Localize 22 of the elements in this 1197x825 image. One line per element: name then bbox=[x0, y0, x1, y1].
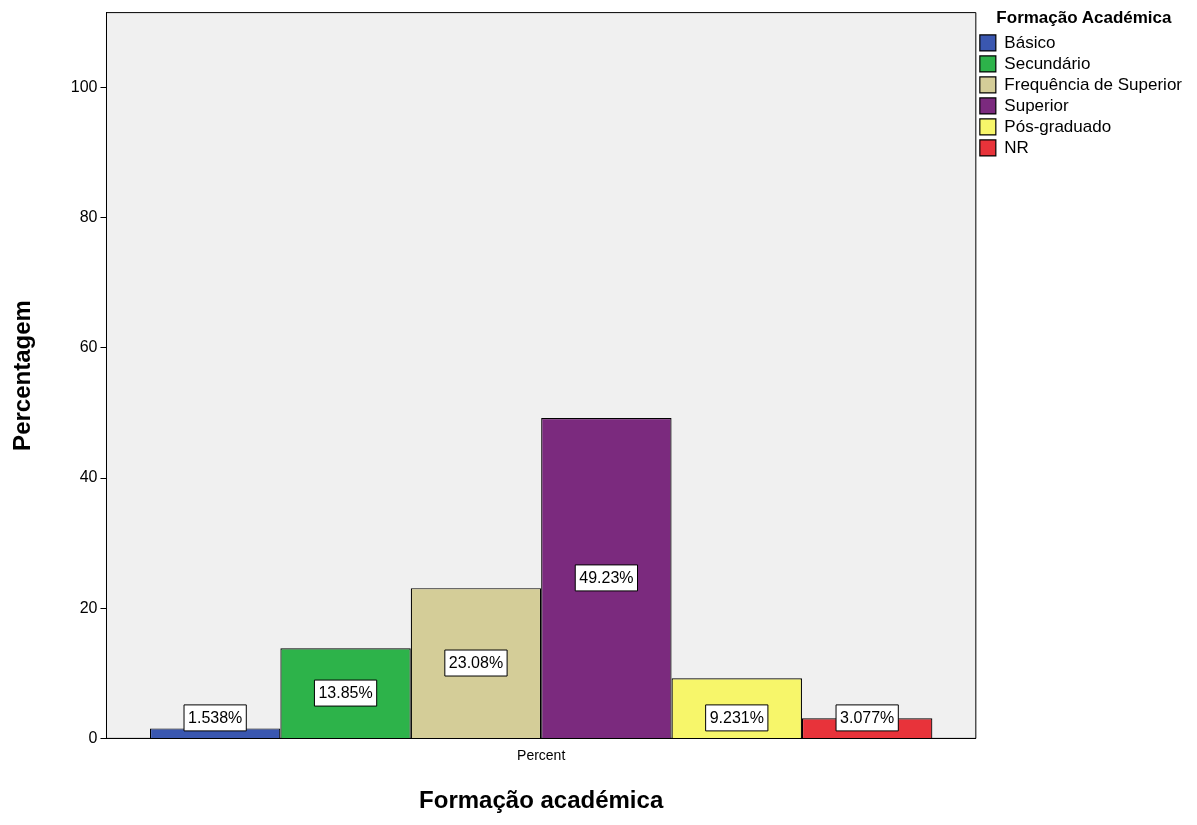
legend-label: Superior bbox=[1004, 95, 1069, 115]
x-axis-title: Formação académica bbox=[419, 786, 664, 814]
legend-label: NR bbox=[1004, 137, 1029, 157]
y-axis-title: Percentagem bbox=[8, 300, 36, 451]
y-tick-label: 20 bbox=[79, 598, 98, 616]
legend-label: Frequência de Superior bbox=[1004, 74, 1183, 94]
legend-label: Básico bbox=[1004, 32, 1056, 52]
y-tick-label: 60 bbox=[79, 338, 98, 356]
data-label: 49.23% bbox=[579, 569, 634, 587]
y-tick-label: 100 bbox=[70, 77, 98, 95]
legend-title: Formação Académica bbox=[996, 8, 1173, 28]
data-label: 1.538% bbox=[188, 709, 243, 727]
legend-label: Secundário bbox=[1004, 53, 1091, 73]
y-tick-label: 80 bbox=[79, 208, 98, 226]
y-tick-label: 40 bbox=[79, 468, 98, 486]
x-tick-label: Percent bbox=[517, 746, 566, 763]
y-tick-label: 0 bbox=[88, 728, 98, 746]
data-label: 23.08% bbox=[448, 654, 504, 672]
data-label: 13.85% bbox=[318, 684, 373, 702]
legend-label: Pós-graduado bbox=[1004, 116, 1112, 136]
data-label: 9.231% bbox=[709, 709, 764, 727]
data-label: 3.077% bbox=[840, 709, 895, 727]
